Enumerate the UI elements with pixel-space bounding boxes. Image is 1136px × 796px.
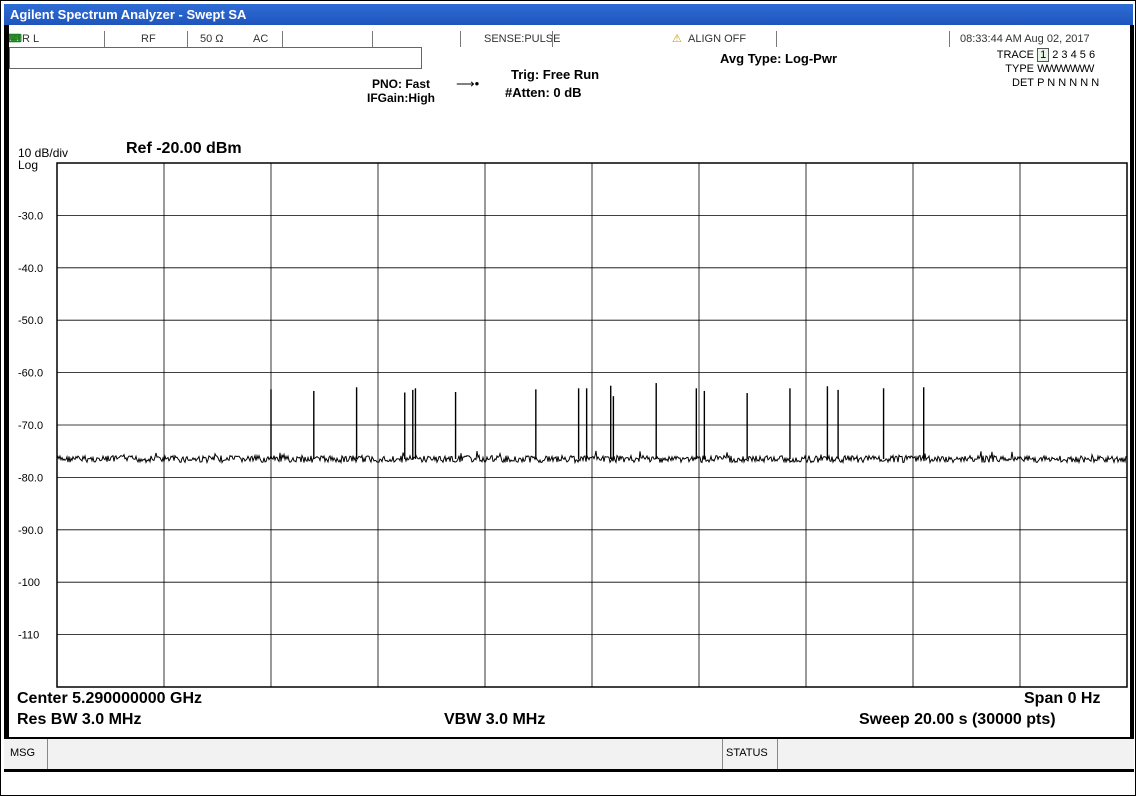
separator	[104, 31, 105, 47]
warning-icon: ⚠	[672, 33, 682, 45]
coupling-indicator: AC	[253, 33, 269, 45]
command-input[interactable]	[9, 47, 422, 69]
left-border	[4, 25, 9, 737]
rf-indicator: RF	[141, 33, 156, 45]
scale-per-div: 10 dB/div	[18, 146, 69, 160]
trace-selected[interactable]: 1	[1037, 48, 1050, 62]
vbw: VBW 3.0 MHz	[444, 711, 546, 728]
separator	[949, 31, 950, 47]
trace-panel[interactable]: TRACE 1 2 3 4 5 6 TYPE WWWWWW DET P N N …	[990, 48, 1130, 90]
center-frequency: Center 5.290000000 GHz	[17, 690, 202, 707]
pno-setting: PNO: Fast	[372, 77, 431, 91]
window-title: Agilent Spectrum Analyzer - Swept SA	[4, 4, 1133, 25]
trigger-setting: Trig: Free Run	[511, 67, 600, 82]
avg-type: Avg Type: Log-Pwr	[720, 51, 837, 66]
res-bw: Res BW 3.0 MHz	[17, 711, 142, 728]
separator	[776, 31, 777, 47]
separator	[187, 31, 188, 47]
msg-label: MSG	[10, 747, 36, 759]
sweep-time: Sweep 20.00 s (30000 pts)	[859, 711, 1056, 728]
sense-indicator: SENSE:PULSE	[484, 33, 561, 45]
keyboard-icon: ⌨	[6, 33, 22, 45]
impedance-indicator: 50 Ω	[200, 33, 224, 45]
ifgain-setting: IFGain:High	[367, 91, 435, 105]
datetime: 08:33:44 AM Aug 02, 2017	[960, 33, 1090, 45]
trace-values[interactable]: 2 3 4 5 6	[1052, 49, 1096, 61]
message-bar: MSG STATUS	[4, 737, 1134, 772]
trace-label: TRACE	[996, 49, 1034, 61]
span: Span 0 Hz	[1024, 690, 1101, 707]
reference-level: Ref -20.00 dBm	[126, 140, 242, 157]
separator	[47, 739, 48, 769]
separator	[372, 31, 373, 47]
det-values: P N N N N N	[1037, 77, 1100, 89]
status-label: STATUS	[726, 747, 768, 759]
scale-type: Log	[18, 158, 39, 172]
separator	[460, 31, 461, 47]
trigger-arrow-icon: ⟶•	[456, 76, 480, 91]
separator	[282, 31, 283, 47]
rl-indicator: R L	[22, 33, 40, 45]
separator	[777, 739, 778, 769]
right-border	[1130, 25, 1134, 737]
status-row: ⌨ R L RF 50 Ω AC SENSE:PULSE ⚠ ALIGN OFF…	[4, 31, 1133, 47]
separator	[552, 31, 553, 47]
atten-setting: #Atten: 0 dB	[505, 85, 582, 100]
det-label: DET	[1012, 77, 1034, 89]
separator	[722, 739, 723, 769]
type-values: WWWWWW	[1037, 63, 1094, 75]
type-label: TYPE	[1005, 63, 1034, 75]
align-indicator: ALIGN OFF	[688, 33, 747, 45]
